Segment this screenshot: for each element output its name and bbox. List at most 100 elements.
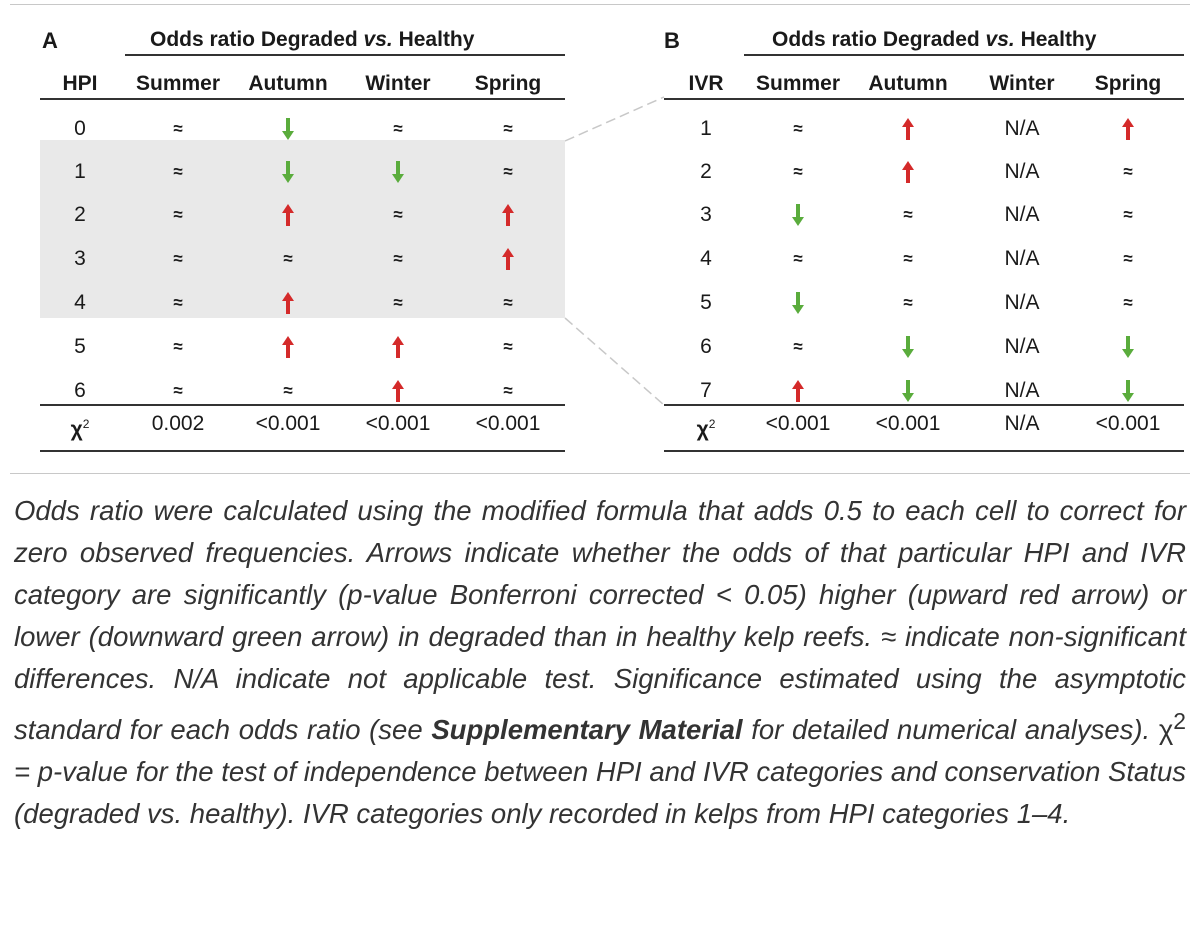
- chi-square-label: χ2: [696, 417, 716, 441]
- up-arrow-icon: [1078, 116, 1178, 142]
- top-divider: [10, 4, 1190, 5]
- down-arrow-icon: [748, 290, 848, 316]
- panel-a-table: A Odds ratio Degraded vs. Healthy HPI Sum…: [40, 14, 565, 454]
- approx-symbol: ≈: [503, 119, 513, 138]
- chi-square-value: <0.001: [255, 412, 321, 435]
- row-label: 1: [700, 117, 712, 140]
- approx-symbol: ≈: [903, 205, 913, 224]
- up-arrow-icon: [858, 116, 958, 142]
- chi-square-value: <0.001: [475, 412, 541, 435]
- chi-square-value: N/A: [1004, 412, 1040, 435]
- approx-symbol: ≈: [1123, 249, 1133, 268]
- up-arrow-icon: [238, 290, 338, 316]
- approx-symbol: ≈: [503, 293, 513, 312]
- row-label: 3: [700, 203, 712, 226]
- approx-symbol: ≈: [1123, 162, 1133, 181]
- row-label: 7: [700, 379, 712, 402]
- up-arrow-icon: [458, 202, 558, 228]
- panel-a-header-spring: Spring: [474, 72, 542, 95]
- na-value: N/A: [1004, 247, 1040, 270]
- approx-symbol: ≈: [903, 293, 913, 312]
- down-arrow-icon: [1078, 334, 1178, 360]
- approx-symbol: ≈: [793, 249, 803, 268]
- chi-square-value: <0.001: [765, 412, 831, 435]
- panel-b-header-summer: Summer: [755, 72, 841, 95]
- panel-a-header-winter: Winter: [365, 72, 431, 95]
- approx-symbol: ≈: [503, 381, 513, 400]
- approx-symbol: ≈: [173, 381, 183, 400]
- approx-symbol: ≈: [503, 337, 513, 356]
- na-value: N/A: [1004, 160, 1040, 183]
- bottom-rule: [664, 450, 1184, 452]
- down-arrow-icon: [1078, 378, 1178, 404]
- approx-symbol: ≈: [283, 381, 293, 400]
- row-label: 5: [74, 335, 86, 358]
- approx-symbol: ≈: [393, 119, 403, 138]
- down-arrow-icon: [748, 202, 848, 228]
- approx-symbol: ≈: [173, 162, 183, 181]
- up-arrow-icon: [238, 202, 338, 228]
- panel-b-header-ivr: IVR: [688, 72, 724, 95]
- approx-symbol: ≈: [793, 119, 803, 138]
- row-label: 5: [700, 291, 712, 314]
- row-label: 6: [74, 379, 86, 402]
- row-label: 2: [74, 203, 86, 226]
- approx-symbol: ≈: [393, 293, 403, 312]
- approx-symbol: ≈: [173, 249, 183, 268]
- panel-a-title-rule: [125, 54, 565, 56]
- panel-a-header-hpi: HPI: [62, 72, 98, 95]
- panel-a-header-rule: [40, 98, 565, 100]
- panel-a-hpi-1-4-band: [40, 140, 565, 318]
- chi-square-label: χ2: [70, 417, 90, 441]
- panel-b-header-spring: Spring: [1094, 72, 1162, 95]
- row-label: 4: [74, 291, 86, 314]
- approx-symbol: ≈: [283, 249, 293, 268]
- chi-rule: [664, 404, 1184, 406]
- chi-rule: [40, 404, 565, 406]
- table-caption: Odds ratio were calculated using the mod…: [14, 495, 1186, 830]
- row-label: 3: [74, 247, 86, 270]
- bottom-rule: [40, 450, 565, 452]
- up-arrow-icon: [348, 334, 448, 360]
- row-label: 2: [700, 160, 712, 183]
- down-arrow-icon: [858, 378, 958, 404]
- caption-divider: [10, 473, 1190, 474]
- approx-symbol: ≈: [393, 249, 403, 268]
- approx-symbol: ≈: [173, 205, 183, 224]
- approx-symbol: ≈: [793, 162, 803, 181]
- panel-a-header-autumn: Autumn: [248, 72, 328, 95]
- panel-a-title: Odds ratio Degraded vs. Healthy: [150, 28, 475, 51]
- up-arrow-icon: [458, 246, 558, 272]
- chi-square-value: <0.001: [1095, 412, 1161, 435]
- approx-symbol: ≈: [793, 337, 803, 356]
- down-arrow-icon: [238, 159, 338, 185]
- approx-symbol: ≈: [173, 337, 183, 356]
- na-value: N/A: [1004, 335, 1040, 358]
- approx-symbol: ≈: [903, 249, 913, 268]
- row-label: 1: [74, 160, 86, 183]
- chi-square-value: 0.002: [151, 412, 205, 435]
- na-value: N/A: [1004, 117, 1040, 140]
- panel-a-letter: A: [42, 28, 58, 53]
- up-arrow-icon: [748, 378, 848, 404]
- down-arrow-icon: [348, 159, 448, 185]
- panel-b-header-autumn: Autumn: [868, 72, 948, 95]
- na-value: N/A: [1004, 379, 1040, 402]
- approx-symbol: ≈: [1123, 205, 1133, 224]
- panel-b-header-rule: [664, 98, 1184, 100]
- approx-symbol: ≈: [173, 293, 183, 312]
- na-value: N/A: [1004, 291, 1040, 314]
- na-value: N/A: [1004, 203, 1040, 226]
- up-arrow-icon: [238, 334, 338, 360]
- panel-b-header-winter: Winter: [989, 72, 1055, 95]
- row-label: 4: [700, 247, 712, 270]
- down-arrow-icon: [238, 116, 338, 142]
- up-arrow-icon: [348, 378, 448, 404]
- approx-symbol: ≈: [393, 205, 403, 224]
- up-arrow-icon: [858, 159, 958, 185]
- approx-symbol: ≈: [1123, 293, 1133, 312]
- chi-square-value: <0.001: [875, 412, 941, 435]
- panel-a-header-summer: Summer: [135, 72, 221, 95]
- panel-b-title: Odds ratio Degraded vs. Healthy: [772, 28, 1097, 51]
